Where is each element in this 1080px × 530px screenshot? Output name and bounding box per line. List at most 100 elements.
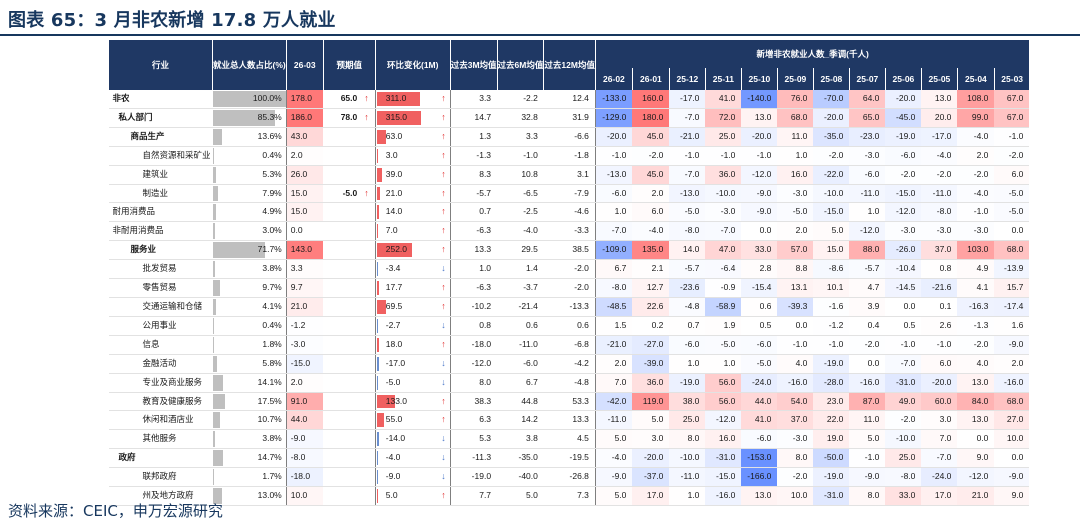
- avg6m-value: -4.0: [497, 221, 544, 242]
- month-value: -22.0: [813, 165, 850, 185]
- share-value: 14.1%: [257, 376, 282, 387]
- avg3m-value: 1.3: [449, 126, 498, 147]
- avg12m-value: -4.8: [543, 373, 596, 393]
- expected-value: [323, 354, 362, 374]
- month-value: -15.0: [885, 184, 922, 204]
- month-value: 0.0: [741, 221, 778, 242]
- month-value: 76.0: [777, 90, 814, 109]
- month-value: -13.0: [595, 165, 633, 185]
- mom-bar: [376, 148, 379, 163]
- mom-value: 315.0: [385, 111, 408, 122]
- arrow-down-icon: ↓: [441, 433, 446, 444]
- expected-value: [323, 259, 362, 280]
- month-value: -6.0: [849, 165, 886, 185]
- mom-bar: [376, 186, 380, 201]
- avg6m-value: -1.0: [497, 146, 544, 166]
- industry-label: 零售贸易: [108, 278, 213, 298]
- month-value: -17.0: [921, 126, 958, 147]
- month-value: 41.0: [705, 90, 742, 109]
- mom-cell: -17.0 ↓: [374, 354, 451, 374]
- arrow-up-icon: ↑: [441, 490, 446, 501]
- current-value: 3.3: [285, 259, 324, 280]
- table-row: 制造业 7.9% 15.0 -5.0 ↑ 21.0 ↑ -5.7 -6.5 -7.9 -6.0 2.0…: [108, 184, 1030, 204]
- expected-arrow-icon: [361, 221, 376, 242]
- month-value: -50.0: [813, 448, 850, 469]
- mom-value: 17.7: [385, 282, 403, 293]
- avg6m-value: -2.5: [497, 202, 544, 223]
- table-row: 建筑业 5.3% 26.0 39.0 ↑ 8.3 10.8 3.1 -13.0 45.0 -7.0 3…: [108, 165, 1030, 185]
- expected-arrow-icon: ↑: [361, 90, 376, 109]
- month-value: -2.0: [994, 146, 1030, 166]
- month-value: 57.0: [777, 240, 814, 261]
- industry-label: 政府: [108, 448, 213, 469]
- mom-bar: [376, 205, 379, 220]
- header-industry: 行业: [108, 40, 213, 90]
- avg6m-value: 6.7: [497, 373, 544, 393]
- expected-arrow-icon: [361, 392, 376, 412]
- arrow-down-icon: ↓: [441, 357, 446, 368]
- month-value: -1.2: [813, 316, 850, 336]
- mom-value: 133.0: [385, 395, 408, 406]
- month-value: 0.0: [777, 316, 814, 336]
- month-value: 12.7: [632, 278, 670, 298]
- current-value: -3.0: [285, 335, 324, 355]
- header-month: 25-03: [993, 68, 1030, 90]
- month-value: -15.0: [813, 202, 850, 223]
- month-value: 56.0: [705, 392, 742, 412]
- share-cell: 1.7%: [212, 467, 287, 488]
- share-bar: [212, 469, 214, 486]
- arrow-down-icon: ↓: [441, 471, 446, 482]
- month-value: -1.0: [669, 146, 706, 166]
- expected-arrow-icon: [361, 448, 376, 469]
- mom-value: 7.0: [385, 225, 398, 236]
- month-value: -7.0: [705, 221, 742, 242]
- current-value: 186.0: [285, 107, 324, 128]
- arrow-up-icon: ↑: [441, 414, 446, 425]
- avg3m-value: -12.0: [449, 354, 498, 374]
- month-value: 3.9: [849, 297, 886, 317]
- table-row: 私人部门 85.3% 186.0 78.0 ↑ 315.0 ↑ 14.7 32.8 31.9 -12…: [108, 107, 1030, 128]
- month-value: 108.0: [957, 90, 995, 109]
- share-bar: [212, 185, 219, 202]
- month-value: -20.0: [595, 126, 633, 147]
- month-value: -17.4: [994, 297, 1030, 317]
- current-value: -18.0: [285, 467, 324, 488]
- share-value: 71.7%: [257, 244, 282, 255]
- month-value: 47.0: [705, 240, 742, 261]
- month-value: -48.5: [595, 297, 633, 317]
- month-value: -5.0: [705, 335, 742, 355]
- month-value: -1.0: [813, 335, 850, 355]
- industry-label: 信息: [108, 335, 213, 355]
- month-value: -4.0: [921, 146, 958, 166]
- month-value: -3.0: [705, 202, 742, 223]
- mom-cell: -9.0 ↓: [374, 467, 451, 488]
- month-value: 13.0: [957, 410, 995, 431]
- month-value: -12.0: [885, 202, 922, 223]
- month-value: 119.0: [632, 392, 670, 412]
- month-value: 21.0: [957, 486, 995, 506]
- mom-cell: 315.0 ↑: [374, 107, 451, 128]
- month-value: -9.0: [994, 335, 1030, 355]
- month-value: 13.0: [921, 90, 958, 109]
- month-value: -8.0: [921, 202, 958, 223]
- avg3m-value: -11.3: [449, 448, 498, 469]
- header-group: 新增非农就业人数_季调(千人): [594, 40, 1030, 68]
- month-value: 49.0: [885, 392, 922, 412]
- month-value: 4.1: [957, 278, 995, 298]
- expected-value: [323, 335, 362, 355]
- month-value: 2.8: [741, 259, 778, 280]
- month-value: -10.0: [885, 429, 922, 450]
- month-value: -3.0: [921, 221, 958, 242]
- month-value: -21.0: [669, 126, 706, 147]
- arrow-up-icon: ↑: [441, 395, 446, 406]
- avg12m-value: 3.1: [543, 165, 596, 185]
- table-row: 州及地方政府 13.0% 10.0 5.0 ↑ 7.7 5.0 7.3 5.0 17.0 1.0 -1…: [108, 486, 1030, 506]
- avg12m-value: 12.4: [543, 90, 596, 109]
- month-value: 17.0: [632, 486, 670, 506]
- share-cell: 71.7%: [212, 240, 287, 261]
- month-value: -9.0: [849, 467, 886, 488]
- month-value: 1.0: [777, 146, 814, 166]
- table-row: 金融活动 5.8% -15.0 -17.0 ↓ -12.0 -6.0 -4.2 2.0 -39.0…: [108, 354, 1030, 374]
- avg3m-value: -10.2: [449, 297, 498, 317]
- share-value: 17.5%: [257, 395, 282, 406]
